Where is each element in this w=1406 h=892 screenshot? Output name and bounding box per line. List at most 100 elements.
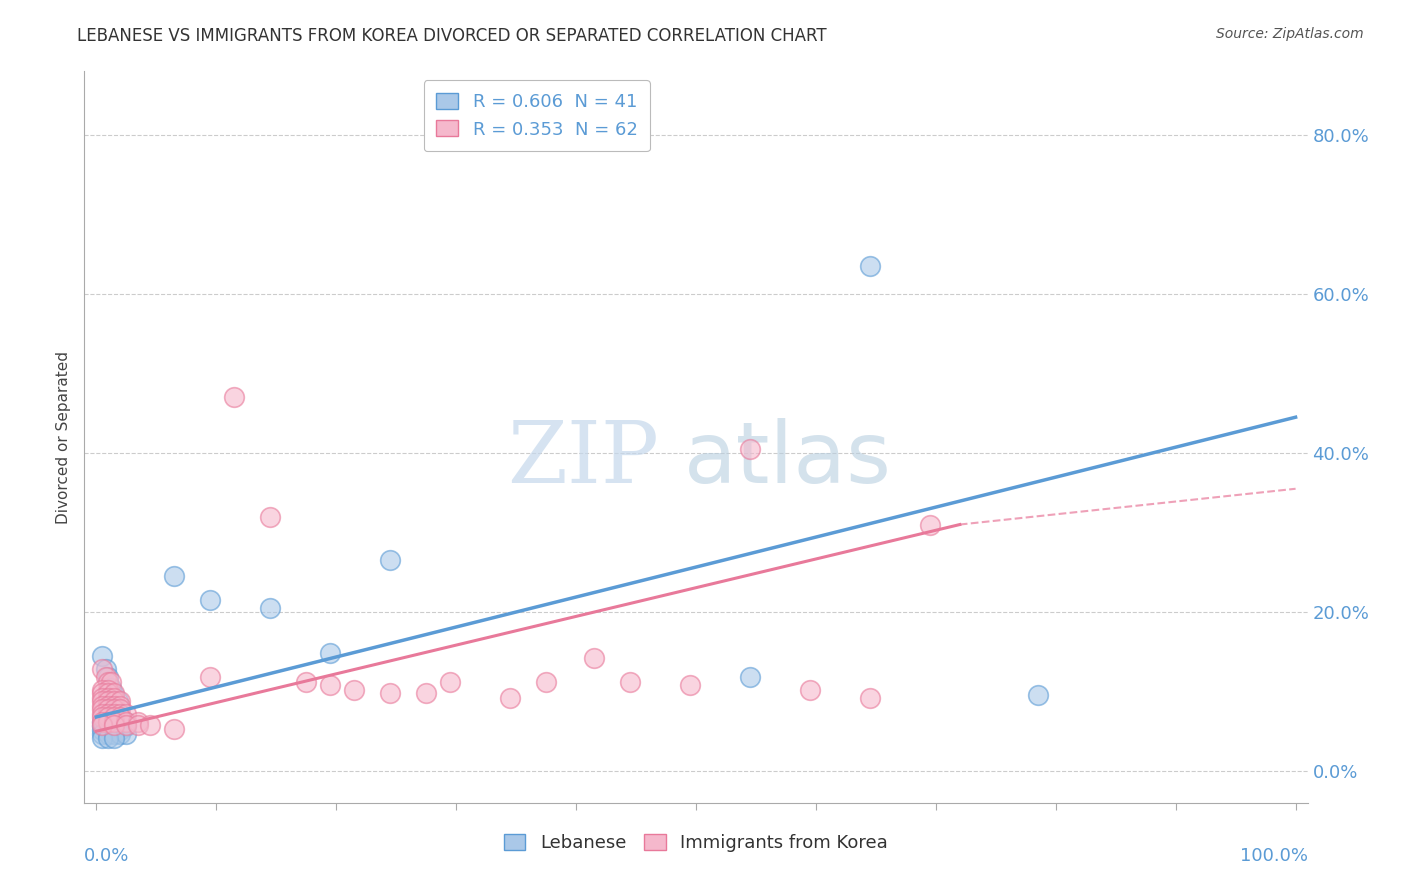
Point: [97, 702, 120, 716]
Point: [115, 706, 138, 721]
Point: [91, 694, 114, 708]
Point: [103, 719, 125, 733]
Point: [91, 686, 114, 700]
Point: [380, 553, 402, 567]
Point: [859, 690, 882, 705]
Point: [97, 675, 120, 690]
Point: [534, 675, 557, 690]
Point: [97, 706, 120, 721]
Point: [115, 719, 138, 733]
Point: [97, 714, 120, 729]
Point: [97, 682, 120, 697]
Point: [91, 648, 114, 663]
Point: [97, 710, 120, 724]
Point: [200, 670, 222, 684]
Point: [107, 694, 129, 708]
Point: [97, 719, 120, 733]
Point: [97, 698, 120, 713]
Point: [94, 670, 117, 684]
Text: LEBANESE VS IMMIGRANTS FROM KOREA DIVORCED OR SEPARATED CORRELATION CHART: LEBANESE VS IMMIGRANTS FROM KOREA DIVORC…: [77, 27, 827, 45]
Text: atlas: atlas: [683, 417, 891, 500]
Y-axis label: Divorced or Separated: Divorced or Separated: [56, 351, 72, 524]
Point: [103, 710, 125, 724]
Point: [110, 694, 132, 708]
Point: [200, 593, 222, 607]
Point: [738, 670, 761, 684]
Point: [115, 726, 138, 740]
Point: [97, 726, 120, 740]
Point: [103, 690, 125, 705]
Point: [110, 710, 132, 724]
Point: [380, 686, 402, 700]
Point: [110, 706, 132, 721]
Point: [319, 678, 342, 692]
Point: [100, 706, 122, 720]
Point: [97, 731, 120, 745]
Point: [439, 675, 461, 690]
Point: [1026, 689, 1049, 703]
Point: [91, 719, 114, 733]
Point: [319, 646, 342, 660]
Legend: Lebanese, Immigrants from Korea: Lebanese, Immigrants from Korea: [496, 827, 896, 860]
Point: [91, 710, 114, 724]
Point: [115, 718, 138, 732]
Point: [115, 714, 138, 729]
Point: [100, 675, 122, 690]
Point: [103, 702, 125, 716]
Point: [91, 682, 114, 697]
Point: [619, 675, 641, 690]
Point: [97, 670, 120, 684]
Point: [110, 698, 132, 713]
Point: [97, 690, 120, 705]
Point: [91, 706, 114, 721]
Text: 0.0%: 0.0%: [84, 847, 129, 864]
Point: [103, 726, 125, 740]
Point: [110, 702, 132, 716]
Point: [97, 694, 120, 708]
Point: [127, 714, 149, 729]
Point: [110, 726, 132, 740]
Point: [499, 690, 522, 705]
Point: [259, 509, 281, 524]
Point: [91, 662, 114, 676]
Point: [97, 714, 120, 729]
Point: [139, 718, 162, 732]
Point: [583, 651, 606, 665]
Point: [103, 706, 125, 721]
Point: [103, 686, 125, 700]
Point: [97, 723, 120, 737]
Text: Source: ZipAtlas.com: Source: ZipAtlas.com: [1216, 27, 1364, 41]
Point: [224, 390, 246, 404]
Point: [97, 710, 120, 724]
Point: [163, 722, 186, 736]
Point: [799, 682, 821, 697]
Point: [110, 723, 132, 737]
Point: [259, 601, 281, 615]
Point: [127, 718, 149, 732]
Point: [100, 681, 122, 695]
Text: ZIP: ZIP: [508, 417, 659, 500]
Point: [91, 702, 114, 716]
Point: [103, 689, 125, 703]
Text: 100.0%: 100.0%: [1240, 847, 1308, 864]
Point: [110, 710, 132, 724]
Point: [94, 702, 117, 716]
Point: [103, 710, 125, 724]
Point: [91, 714, 114, 729]
Point: [163, 569, 186, 583]
Point: [91, 718, 114, 732]
Point: [415, 686, 437, 700]
Point: [91, 698, 114, 713]
Point: [295, 675, 318, 690]
Point: [918, 517, 941, 532]
Point: [103, 731, 125, 745]
Point: [94, 662, 117, 676]
Point: [110, 714, 132, 729]
Point: [103, 718, 125, 732]
Point: [103, 698, 125, 713]
Point: [91, 714, 114, 729]
Point: [738, 442, 761, 456]
Point: [97, 686, 120, 700]
Point: [91, 723, 114, 737]
Point: [115, 714, 138, 729]
